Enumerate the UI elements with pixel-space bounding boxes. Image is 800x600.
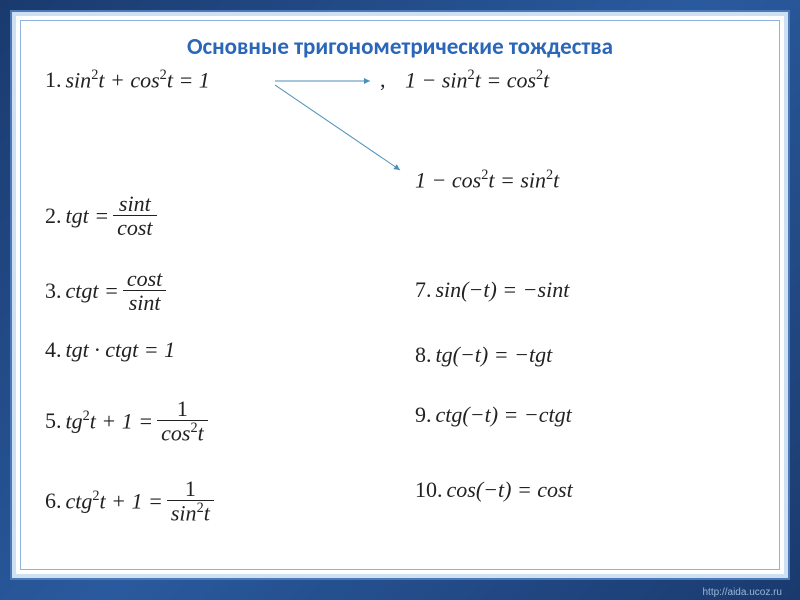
arrow-diag	[275, 85, 400, 170]
frac-bot: cos2t	[157, 421, 208, 444]
formula-num: 8.	[415, 342, 432, 368]
formula-area: 1. sin2t + cos2t = 1 , 1 − sin2t = cos2t	[45, 67, 755, 557]
formula-num: 4.	[45, 337, 62, 363]
page-title: Основные тригонометрические тождества	[45, 33, 755, 61]
formula-5: 5. tg2t + 1 = 1 cos2t	[45, 397, 212, 445]
slide-frame: Основные тригонометрические тождества 1.…	[10, 10, 790, 580]
fraction: sint cost	[113, 192, 156, 239]
arrow-group	[275, 75, 435, 185]
formula-4: 4. tgt · ctgt = 1	[45, 337, 175, 363]
fraction: 1 cos2t	[157, 397, 208, 445]
frac-top: sint	[115, 192, 155, 215]
formula-1: 1. sin2t + cos2t = 1	[45, 67, 210, 93]
formula-num: 6.	[45, 488, 62, 514]
formula-lhs: ctgt =	[66, 278, 119, 304]
frac-top: cost	[123, 267, 166, 290]
formula-num: 10.	[415, 477, 443, 503]
fraction: cost sint	[123, 267, 166, 314]
formula-num: 1.	[45, 67, 62, 93]
formula-1b: 1 − cos2t = sin2t	[415, 167, 559, 193]
formula-text: tg(−t) = −tgt	[436, 342, 553, 368]
formula-num: 7.	[415, 277, 432, 303]
formula-9: 9. ctg(−t) = −ctgt	[415, 402, 572, 428]
frac-bot: cost	[113, 216, 156, 239]
frac-top: 1	[173, 397, 192, 420]
formula-num: 9.	[415, 402, 432, 428]
formula-num: 3.	[45, 278, 62, 304]
formula-3: 3. ctgt = cost sint	[45, 267, 170, 314]
formula-num: 2.	[45, 203, 62, 229]
formula-text: 1 − cos2t = sin2t	[415, 167, 559, 193]
slide-inner: Основные тригонометрические тождества 1.…	[20, 20, 780, 570]
fraction: 1 sin2t	[167, 477, 214, 525]
footer-url: http://aida.ucoz.ru	[703, 587, 783, 598]
formula-lhs: tg2t + 1 =	[66, 408, 154, 434]
formula-text: sin2t + cos2t = 1	[66, 67, 210, 93]
formula-6: 6. ctg2t + 1 = 1 sin2t	[45, 477, 218, 525]
formula-2: 2. tgt = sint cost	[45, 192, 161, 239]
formula-7: 7. sin(−t) = −sint	[415, 277, 569, 303]
frac-bot: sin2t	[167, 501, 214, 524]
frac-top: 1	[181, 477, 200, 500]
formula-lhs: tgt =	[66, 203, 110, 229]
formula-10: 10. cos(−t) = cost	[415, 477, 573, 503]
formula-text: ctg(−t) = −ctgt	[436, 402, 572, 428]
formula-num: 5.	[45, 408, 62, 434]
formula-8: 8. tg(−t) = −tgt	[415, 342, 552, 368]
formula-text: tgt · ctgt = 1	[66, 337, 176, 363]
formula-lhs: ctg2t + 1 =	[66, 488, 163, 514]
formula-text: sin(−t) = −sint	[436, 277, 570, 303]
frac-bot: sint	[125, 291, 165, 314]
formula-text: cos(−t) = cost	[447, 477, 573, 503]
